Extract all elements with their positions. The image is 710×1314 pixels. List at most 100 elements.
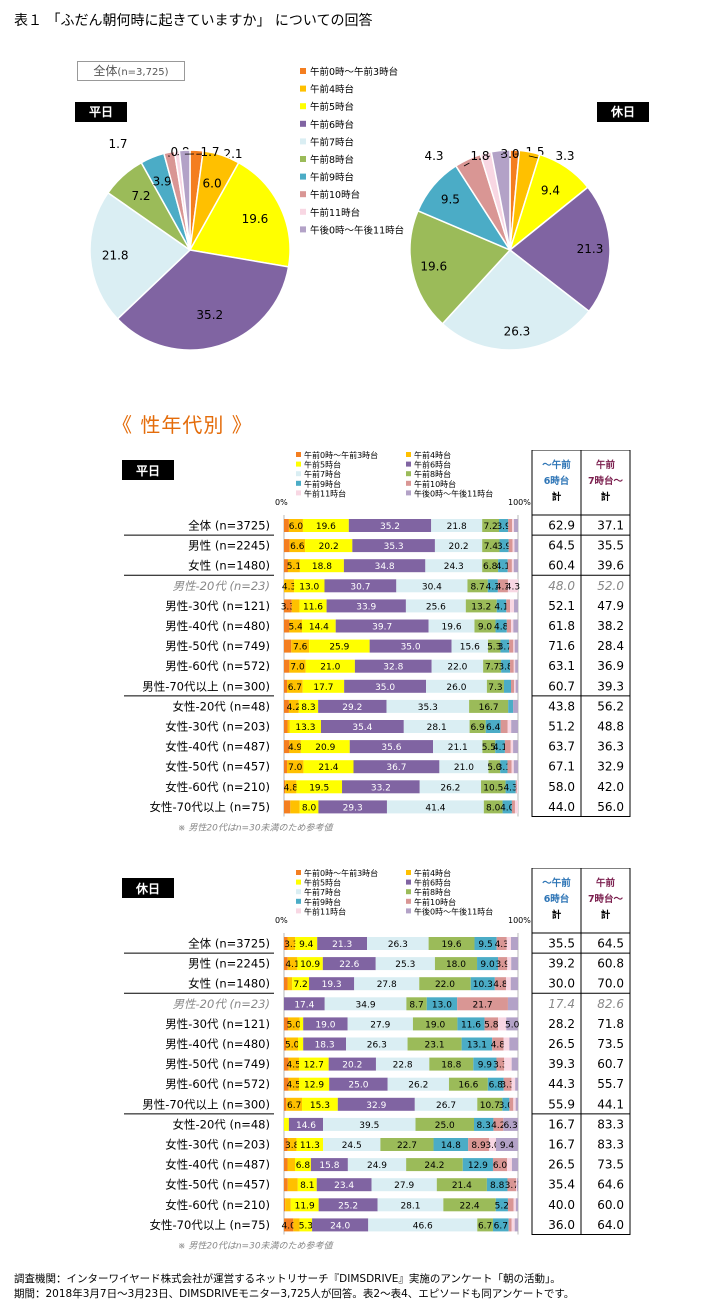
bar-segment-4-4 <box>405 599 466 613</box>
bar-data-label-9-5: 25.0 <box>435 1121 455 1131</box>
bar-segment-11-0 <box>284 740 290 754</box>
bar-data-label-1-7: 3.9 <box>496 960 511 970</box>
bar-data-label-12-2: 8.1 <box>300 1181 314 1191</box>
bar-data-label-12-4: 27.9 <box>394 1181 414 1191</box>
bar-segment-2-1 <box>287 559 300 573</box>
bar-data-label-7-1: 7.0 <box>290 663 305 673</box>
sum-late-2: 39.6 <box>597 559 624 573</box>
bar-segment-10-8 <box>488 1138 496 1151</box>
bar-data-label-9-7: 4.2 <box>491 1121 505 1131</box>
bar-legend-label-2: 午前5時台 <box>304 878 341 888</box>
bar-data-label-4-6: 11.6 <box>461 1020 481 1030</box>
bar-data-label-5-6: 13.1 <box>467 1041 487 1051</box>
bar-data-label-7-1: 4.5 <box>287 1081 301 1091</box>
bar-segment-4-2 <box>299 599 327 613</box>
bar-segment-11-9 <box>511 1158 518 1172</box>
sum-early-4: 28.2 <box>548 1017 575 1031</box>
bar-segment-10-3 <box>320 720 404 733</box>
bar-data-label-5-3: 39.7 <box>372 623 392 633</box>
bar-data-label-3-6: 4.3 <box>486 582 500 592</box>
bar-data-label-9-1: 4.2 <box>287 703 301 713</box>
bar-data-label-14-0: 4.0 <box>282 1221 297 1231</box>
bar-data-label-8-5: 7.3 <box>488 683 502 693</box>
summary-header-0-1: 6時台 <box>544 893 570 905</box>
legend-swatch-9 <box>300 226 306 233</box>
bar-data-label-7-3: 25.0 <box>348 1081 368 1091</box>
legend-label-8: 午前11時台 <box>310 207 360 219</box>
bar-segment-7-1 <box>289 659 306 673</box>
bar-legend-swatch-7 <box>406 898 411 904</box>
bar-segment-1-8 <box>507 957 512 971</box>
bar-segment-3-6 <box>426 997 458 1011</box>
bar-legend-swatch-3 <box>406 461 411 467</box>
bar-segment-1-2 <box>305 539 353 553</box>
bar-segment-3-5 <box>467 579 488 593</box>
bar-segment-13-7 <box>507 1198 514 1212</box>
bar-legend-label-2: 午前5時台 <box>304 460 341 470</box>
bar-segment-10-9 <box>511 720 518 733</box>
bar-data-label-6-3: 35.0 <box>401 643 421 653</box>
bar-segment-3-4 <box>324 997 407 1011</box>
bar-segment-11-5 <box>482 740 496 754</box>
bar-segment-4-6 <box>496 599 507 613</box>
bar-data-label-14-3: 29.3 <box>343 803 363 813</box>
bar-segment-12-2 <box>303 760 354 774</box>
bar-segment-8-7 <box>509 1097 514 1111</box>
bar-segment-4-8 <box>498 1017 507 1031</box>
bar-data-label-0-3: 35.2 <box>380 522 400 532</box>
bar-data-label-9-2: 8.3 <box>301 703 315 713</box>
bar-data-label-1-4: 25.3 <box>395 960 415 970</box>
bar-data-label-6-2: 25.9 <box>329 643 349 653</box>
bar-segment-14-8 <box>514 800 518 814</box>
bar-segment-5-0 <box>284 619 290 633</box>
bar-segment-3-7 <box>497 579 508 593</box>
bar-data-label-11-5: 24.2 <box>424 1161 444 1171</box>
bar-segment-12-9 <box>513 760 518 774</box>
sum-late-4: 71.8 <box>597 1017 624 1031</box>
bar-data-label-11-4: 21.1 <box>448 743 468 753</box>
sum-early-1: 39.2 <box>548 957 575 971</box>
bar-data-label-13-4: 28.1 <box>400 1201 420 1211</box>
bar-segment-5-4 <box>428 619 475 633</box>
bar-data-label-0-6: 9.5 <box>478 940 492 950</box>
bar-segment-7-3 <box>354 659 432 673</box>
sum-late-8: 44.1 <box>597 1097 624 1111</box>
bar-segment-9-4 <box>386 699 470 713</box>
bar-segment-1-1 <box>289 539 306 553</box>
bar-data-label-10-1: 3.8 <box>285 1141 300 1151</box>
sum-late-7: 36.9 <box>597 659 624 673</box>
section-title: 《 性年代別 》 <box>112 413 253 437</box>
sum-early-9: 43.8 <box>548 699 575 713</box>
bar-data-label-12-1: 7.0 <box>288 763 303 773</box>
bar-data-label-9-4: 35.3 <box>418 703 438 713</box>
bar-tag: 平日 <box>136 464 160 478</box>
bar-segment-8-1 <box>287 679 303 693</box>
bar-segment-6-2 <box>309 639 370 653</box>
bar-segment-14-6 <box>502 800 512 814</box>
sum-early-10: 16.7 <box>548 1138 575 1152</box>
bar-segment-12-8 <box>516 1178 518 1192</box>
bar-data-label-3-2: 13.0 <box>299 582 319 592</box>
bar-segment-4-7 <box>484 1017 499 1031</box>
bar-data-label-3-5: 8.7 <box>470 582 484 592</box>
bar-segment-4-3 <box>303 1017 348 1031</box>
bar-segment-5-2 <box>298 1037 304 1051</box>
bar-segment-4-8 <box>510 599 515 613</box>
legend-label-5: 午前8時台 <box>310 154 354 166</box>
bar-segment-10-2 <box>296 1138 324 1151</box>
bar-data-label-6-2: 12.7 <box>304 1061 324 1071</box>
bar-data-label-11-5: 5.5 <box>482 743 496 753</box>
bar-legend-swatch-2 <box>296 879 301 885</box>
bar-segment-5-2 <box>302 619 336 633</box>
bar-data-label-6-1: 4.5 <box>287 1061 301 1071</box>
bar-segment-2-8 <box>506 977 511 991</box>
bar-data-label-4-2: 11.6 <box>303 602 323 612</box>
bar-data-label-3-5: 8.7 <box>409 1000 423 1010</box>
bar-data-label-1-1: 6.6 <box>290 542 305 552</box>
bar-segment-6-4 <box>451 639 489 653</box>
sum-early-7: 63.1 <box>548 659 575 673</box>
bar-data-label-10-2: 11.3 <box>300 1141 320 1151</box>
weekday-pie-tag: 平日 <box>75 102 127 122</box>
bar-data-label-8-2: 17.7 <box>313 683 333 693</box>
row-label-3: 男性-20代 (n=23) <box>173 579 270 593</box>
